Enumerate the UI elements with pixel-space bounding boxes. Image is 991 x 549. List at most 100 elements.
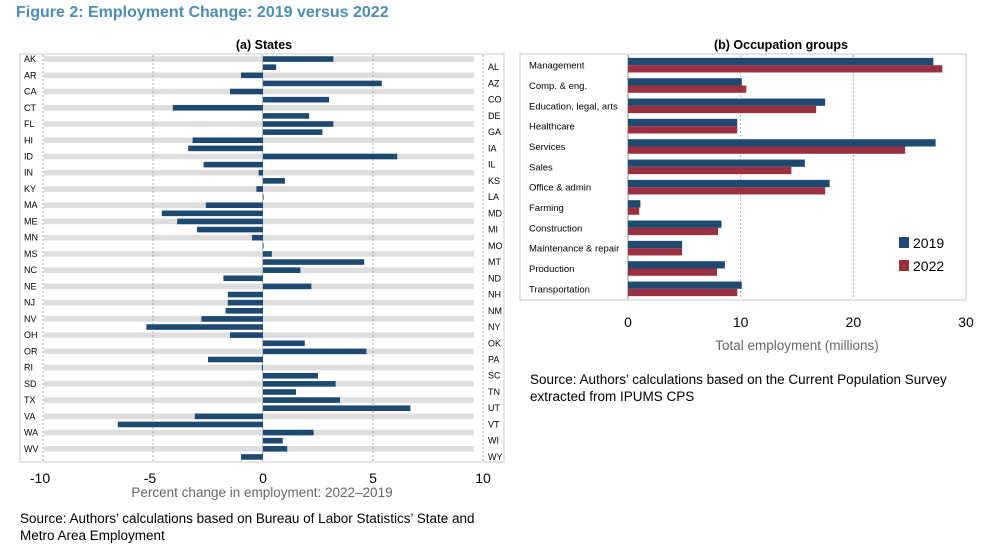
occupation-label-production: Production [529, 264, 574, 275]
state-bar-wv [263, 446, 288, 452]
state-bar-wa [263, 429, 314, 436]
row-band [44, 267, 474, 273]
legend-label-2019: 2019 [913, 235, 944, 251]
state-label-ne: NE [24, 281, 37, 291]
states-x-tick-label: -10 [30, 470, 50, 486]
state-label-co: CO [488, 95, 502, 105]
state-label-la: LA [488, 192, 499, 202]
state-label-az: AZ [488, 78, 500, 88]
state-label-nh: NH [488, 290, 501, 300]
occupation-bar-construction-2019 [628, 220, 722, 228]
state-label-wi: WI [488, 436, 499, 446]
figure-title: Figure 2: Employment Change: 2019 versus… [16, 4, 389, 21]
state-bar-ok [263, 340, 305, 347]
occupation-label-sales: Sales [529, 162, 553, 173]
state-bar-sc [263, 372, 318, 379]
state-bar-az [263, 80, 382, 87]
state-label-mt: MT [488, 257, 501, 267]
state-label-sc: SC [488, 371, 501, 381]
state-label-ga: GA [488, 127, 501, 137]
state-label-ar: AR [24, 70, 37, 80]
occupation-bar-construction-2022 [628, 227, 719, 236]
states-x-tick-label: 10 [475, 470, 491, 486]
legend-swatch-2022 [899, 260, 909, 271]
occupation-label-farming: Farming [529, 203, 564, 214]
state-label-ok: OK [488, 338, 501, 348]
state-bar-vt [117, 421, 263, 428]
occupation-bar-services-2019 [628, 139, 936, 147]
state-label-nc: NC [24, 265, 37, 275]
occupation-label-education-legal-arts: Education, legal, arts [529, 101, 618, 112]
state-label-sd: SD [24, 379, 37, 389]
state-label-in: IN [24, 168, 33, 178]
occupation-bar-comp-eng-2022 [628, 85, 747, 93]
state-label-mn: MN [24, 233, 38, 243]
state-bar-ky [256, 186, 263, 192]
occupation-bar-management-2019 [628, 57, 934, 66]
occupation-label-maintenance-repair: Maintenance & repair [529, 244, 619, 255]
state-bar-ia [188, 145, 263, 152]
state-bar-wi [263, 437, 283, 444]
state-bar-mt [263, 259, 365, 265]
state-label-ky: KY [24, 184, 36, 194]
state-bar-sd [263, 381, 336, 387]
occupation-plot-frame [519, 53, 967, 301]
state-label-il: IL [488, 160, 496, 170]
occupation-x-tick-label: 0 [624, 314, 632, 330]
occupation-bar-sales-2022 [628, 166, 792, 175]
state-bar-ri [261, 364, 263, 371]
state-bar-mi [197, 226, 263, 233]
state-label-nj: NJ [24, 298, 35, 308]
states-chart: (a) States -10 -5 0 5 10 AK AL AR AZ CA CO CT DE FL GA H… [19, 38, 505, 500]
state-bar-mn [252, 234, 263, 241]
state-bar-ct [172, 104, 263, 111]
occupation-x-axis-label: Total employment (millions) [715, 338, 879, 353]
state-label-ks: KS [488, 176, 500, 186]
state-bar-nh [227, 291, 263, 298]
state-bar-or [263, 348, 367, 355]
state-label-al: AL [488, 62, 499, 72]
occupation-label-healthcare: Healthcare [529, 122, 575, 133]
occupation-chart-title: (b) Occupation groups [714, 38, 848, 52]
row-band [44, 397, 474, 403]
occupation-bar-farming-2019 [628, 200, 641, 208]
states-x-tick-label: -5 [144, 470, 157, 486]
occupation-bar-transportation-2022 [628, 288, 738, 297]
state-label-ct: CT [24, 103, 36, 113]
state-label-wv: WV [24, 444, 39, 454]
state-bar-ut [263, 405, 411, 412]
state-label-ca: CA [24, 87, 37, 97]
state-bar-oh [230, 332, 263, 338]
row-band [44, 364, 474, 371]
occupation-chart: (b) Occupation groups 0 10 20 30 Management Co… [519, 38, 974, 353]
row-band [44, 429, 474, 436]
state-label-ak: AK [24, 54, 36, 64]
row-band [44, 153, 474, 160]
state-bar-wy [241, 454, 263, 460]
state-bar-nv [201, 316, 263, 322]
occupation-bar-production-2022 [628, 268, 718, 276]
state-label-de: DE [488, 111, 501, 121]
state-bar-hi [192, 137, 263, 144]
legend-label-2022: 2022 [913, 258, 944, 274]
states-chart-title: (a) States [236, 38, 292, 52]
state-label-fl: FL [24, 119, 35, 129]
state-bar-nj [227, 299, 263, 306]
occupation-bar-production-2019 [628, 261, 725, 269]
state-bar-al [263, 64, 277, 70]
state-bar-ks [263, 178, 285, 184]
state-label-ri: RI [24, 363, 33, 373]
states-x-axis-label: Percent change in employment: 2022–2019 [131, 485, 392, 500]
state-bar-ak [263, 56, 334, 62]
state-bar-in [258, 169, 263, 176]
legend-swatch-2019 [899, 237, 909, 248]
occupation-bar-services-2022 [628, 146, 906, 154]
state-bar-ma [205, 202, 263, 209]
state-label-wy: WY [488, 452, 503, 462]
occupation-bar-sales-2019 [628, 159, 805, 167]
states-plot-frame [19, 53, 505, 463]
occupation-bar-education-legal-arts-2019 [628, 98, 826, 106]
occupation-label-office-admin: Office & admin [529, 183, 591, 194]
occupation-bar-maintenance-repair-2019 [628, 240, 683, 249]
state-bar-ne [263, 283, 312, 290]
